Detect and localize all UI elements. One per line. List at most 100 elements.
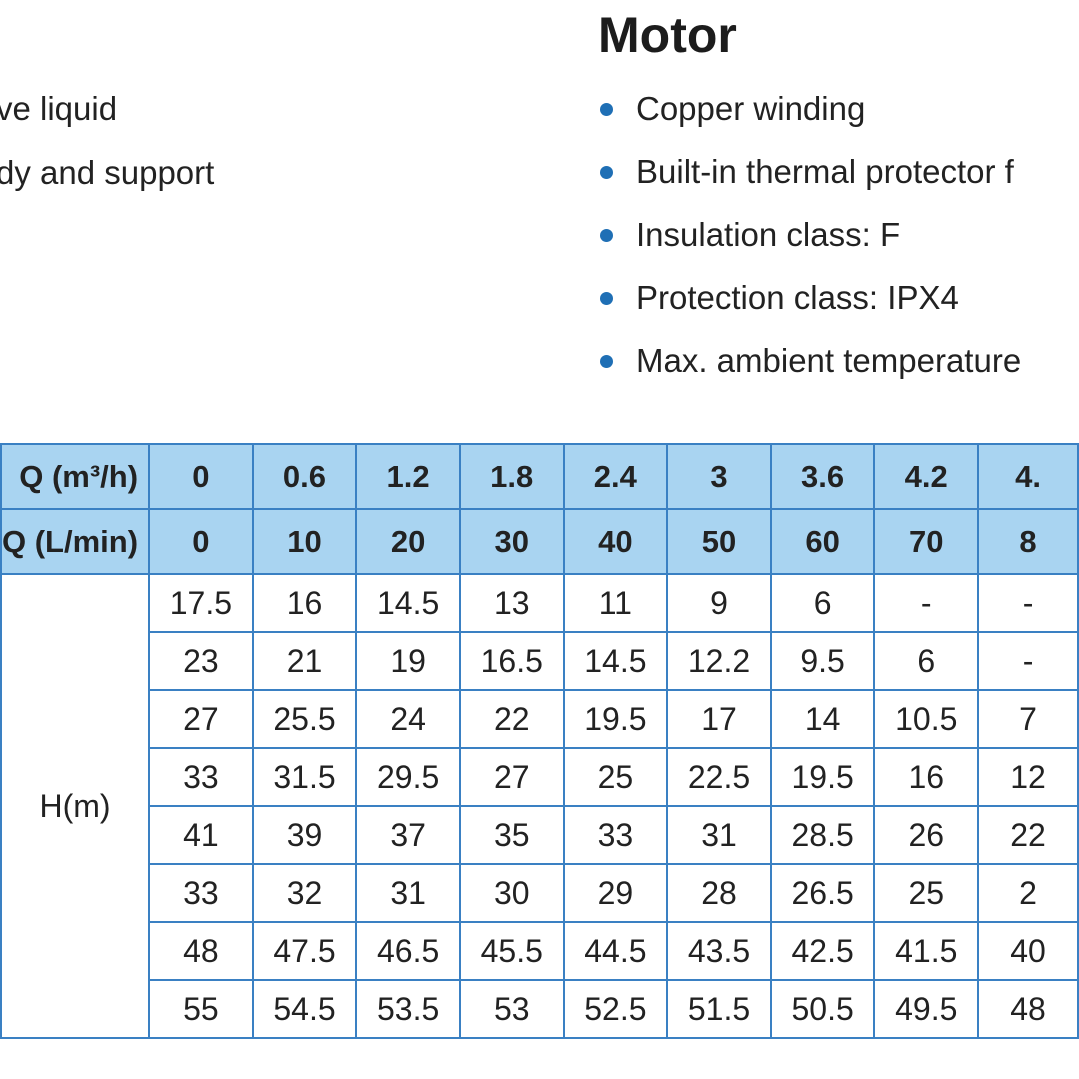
- data-cell: 9: [666, 573, 772, 633]
- data-cell: 49.5: [873, 979, 980, 1039]
- data-cell: 47.5: [251, 921, 358, 981]
- data-cell: 37: [355, 805, 461, 865]
- data-cell: 30: [458, 863, 565, 923]
- header-cell: 4.2: [873, 443, 980, 510]
- data-cell: 39: [251, 805, 358, 865]
- data-cell: 6: [873, 631, 980, 691]
- section-title: Motor: [598, 7, 737, 63]
- data-cell: 17.5: [148, 573, 254, 633]
- data-cell: 41: [148, 805, 254, 865]
- data-cell: 31: [666, 805, 772, 865]
- bullet-dot: [600, 355, 613, 368]
- data-cell: 6: [769, 573, 876, 633]
- data-cell: 52.5: [562, 979, 669, 1039]
- data-cell: 14: [769, 689, 876, 749]
- header-row: Q (L/min) 0 10 20 30 40 50 60 70 8: [0, 508, 1079, 575]
- data-cell: 27: [458, 747, 565, 807]
- data-row: 33 32 31 30 29 28 26.5 25 2: [1, 863, 1079, 923]
- bullet-text: Protection class: IPX4: [636, 279, 959, 316]
- data-cell: 13: [458, 573, 565, 633]
- data-cell: 10.5: [873, 689, 980, 749]
- header-cell: 1.2: [355, 443, 461, 510]
- data-cell: 17: [666, 689, 772, 749]
- data-cell: 19.5: [769, 747, 876, 807]
- data-cell: 44.5: [562, 921, 669, 981]
- data-cell: 45.5: [458, 921, 565, 981]
- data-cell: 19: [355, 631, 461, 691]
- header-cell: 60: [769, 508, 876, 575]
- data-row: 41 39 37 35 33 31 28.5 26 22: [1, 805, 1079, 865]
- data-cell: 31: [355, 863, 461, 923]
- data-cell: 29.5: [355, 747, 461, 807]
- data-cell: 32: [251, 863, 358, 923]
- data-cell: 11: [562, 573, 669, 633]
- header-cell: Q (L/min): [0, 508, 151, 575]
- header-cell: 30: [458, 508, 565, 575]
- data-cell: 25: [873, 863, 980, 923]
- data-cell: 25.5: [251, 689, 358, 749]
- data-cell: 22.5: [666, 747, 772, 807]
- data-cell: 21: [251, 631, 358, 691]
- header-cell: Q (m³/h): [0, 443, 151, 510]
- data-cell: -: [977, 573, 1079, 633]
- data-cell: -: [977, 631, 1079, 691]
- data-cell: 7: [977, 689, 1079, 749]
- header-cell: 50: [666, 508, 772, 575]
- bullet-dot: [600, 166, 613, 179]
- header-cell: 10: [251, 508, 358, 575]
- header-cell: 20: [355, 508, 461, 575]
- data-cell: 28.5: [769, 805, 876, 865]
- data-cell: 50.5: [769, 979, 876, 1039]
- row-label: H(m): [0, 573, 151, 1039]
- data-cell: 40: [977, 921, 1079, 981]
- data-cell: 43.5: [666, 921, 772, 981]
- data-cell: 2: [977, 863, 1079, 923]
- bullet-text: Copper winding: [636, 90, 866, 127]
- data-cell: 41.5: [873, 921, 980, 981]
- data-cell: 23: [148, 631, 254, 691]
- bullet-dot: [600, 103, 613, 116]
- header-cell: 0.6: [251, 443, 358, 510]
- body-text: ve liquid: [0, 90, 118, 127]
- data-cell: 35: [458, 805, 565, 865]
- data-cell: 16.5: [458, 631, 565, 691]
- data-cell: 54.5: [251, 979, 358, 1039]
- data-cell: 22: [458, 689, 565, 749]
- header-cell: 3.6: [769, 443, 876, 510]
- bullet-text: Insulation class: F: [636, 216, 901, 253]
- header-cell: 0: [148, 443, 254, 510]
- header-cell: 2.4: [562, 443, 669, 510]
- data-cell: 28: [666, 863, 772, 923]
- header-cell: 4.: [977, 443, 1079, 510]
- data-cell: 14.5: [562, 631, 669, 691]
- header-cell: 3: [666, 443, 772, 510]
- data-cell: 22: [977, 805, 1079, 865]
- data-cell: 24: [355, 689, 461, 749]
- data-cell: 19.5: [562, 689, 669, 749]
- header-cell: 8: [977, 508, 1079, 575]
- bullet-text: Built-in thermal protector f: [636, 153, 1014, 190]
- data-cell: 33: [148, 863, 254, 923]
- header-cell: 1.8: [458, 443, 565, 510]
- data-row: 33 31.5 29.5 27 25 22.5 19.5 16 12: [1, 747, 1079, 807]
- bullet-dot: [600, 292, 613, 305]
- header-cell: 40: [562, 508, 669, 575]
- data-cell: 53.5: [355, 979, 461, 1039]
- body-text: dy and support: [0, 154, 215, 191]
- bullet-text: Max. ambient temperature: [636, 342, 1022, 379]
- data-cell: 48: [148, 921, 254, 981]
- header-row: Q (m³/h) 0 0.6 1.2 1.8 2.4 3 3.6 4.2 4.: [0, 443, 1079, 510]
- data-row: 48 47.5 46.5 45.5 44.5 43.5 42.5 41.5 40: [1, 921, 1079, 981]
- header-cell: 0: [148, 508, 254, 575]
- data-cell: 48: [977, 979, 1079, 1039]
- data-row: 27 25.5 24 22 19.5 17 14 10.5 7: [1, 689, 1079, 749]
- data-cell: 33: [148, 747, 254, 807]
- data-cell: 55: [148, 979, 254, 1039]
- data-cell: 53: [458, 979, 565, 1039]
- data-row: 55 54.5 53.5 53 52.5 51.5 50.5 49.5 48: [1, 979, 1079, 1039]
- data-cell: 46.5: [355, 921, 461, 981]
- bullet-dot: [600, 229, 613, 242]
- data-cell: 16: [251, 573, 358, 633]
- data-cell: 42.5: [769, 921, 876, 981]
- performance-table: Q (m³/h) 0 0.6 1.2 1.8 2.4 3 3.6 4.2 4. Q (L/min) 0…: [0, 443, 1079, 1039]
